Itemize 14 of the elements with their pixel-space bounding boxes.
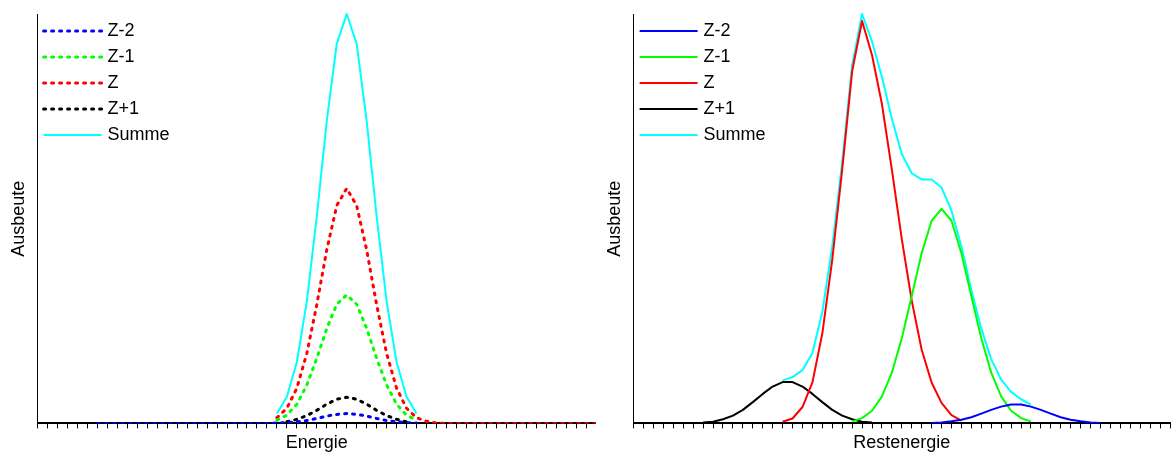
legend-label: Z-2 [107, 19, 135, 40]
legend-label: Z-2 [703, 19, 731, 40]
x-axis-title: Energie [285, 432, 348, 453]
x-axis-title: Restenergie [853, 432, 951, 453]
y-axis-title: Ausbeute [603, 180, 624, 257]
legend-label: Z+1 [703, 97, 736, 118]
y-axis-title: Ausbeute [7, 180, 28, 257]
legend-label: Z+1 [107, 97, 140, 118]
legend-label: Z-1 [703, 45, 731, 66]
legend-label: Z [107, 71, 119, 92]
legend-label: Summe [107, 123, 170, 144]
legend-label: Summe [703, 123, 766, 144]
legend-label: Z-1 [107, 45, 135, 66]
legend-label: Z [703, 71, 715, 92]
